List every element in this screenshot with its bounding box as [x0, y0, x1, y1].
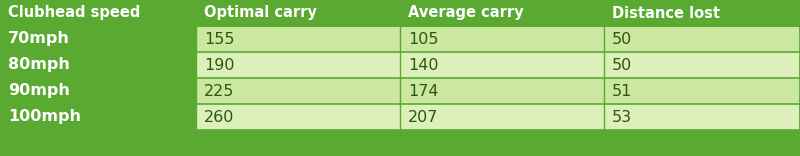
- Text: 105: 105: [408, 32, 438, 46]
- Bar: [604, 104, 800, 130]
- Bar: [400, 0, 604, 26]
- Bar: [0, 78, 196, 104]
- Text: 174: 174: [408, 83, 438, 98]
- Bar: [196, 26, 400, 52]
- Text: Optimal carry: Optimal carry: [204, 5, 317, 20]
- Bar: [604, 52, 800, 78]
- Bar: [196, 104, 400, 130]
- Text: Average carry: Average carry: [408, 5, 524, 20]
- Text: 207: 207: [408, 110, 438, 124]
- Text: 50: 50: [612, 32, 632, 46]
- Text: 140: 140: [408, 58, 438, 73]
- Text: 53: 53: [612, 110, 632, 124]
- Text: 50: 50: [612, 58, 632, 73]
- Text: 155: 155: [204, 32, 234, 46]
- Text: 90mph: 90mph: [8, 83, 70, 98]
- Text: 190: 190: [204, 58, 234, 73]
- Bar: [400, 52, 604, 78]
- Text: 70mph: 70mph: [8, 32, 70, 46]
- Text: Distance lost: Distance lost: [612, 5, 720, 20]
- Text: 80mph: 80mph: [8, 58, 70, 73]
- Bar: [604, 0, 800, 26]
- Bar: [400, 26, 604, 52]
- Bar: [604, 78, 800, 104]
- Bar: [604, 26, 800, 52]
- Bar: [196, 0, 400, 26]
- Bar: [400, 78, 604, 104]
- Text: 100mph: 100mph: [8, 110, 81, 124]
- Bar: [400, 104, 604, 130]
- Bar: [0, 52, 196, 78]
- Bar: [0, 104, 196, 130]
- Text: 51: 51: [612, 83, 632, 98]
- Bar: [196, 78, 400, 104]
- Bar: [196, 52, 400, 78]
- Text: 260: 260: [204, 110, 234, 124]
- Bar: [0, 0, 196, 26]
- Bar: [0, 26, 196, 52]
- Text: 225: 225: [204, 83, 234, 98]
- Text: Clubhead speed: Clubhead speed: [8, 5, 140, 20]
